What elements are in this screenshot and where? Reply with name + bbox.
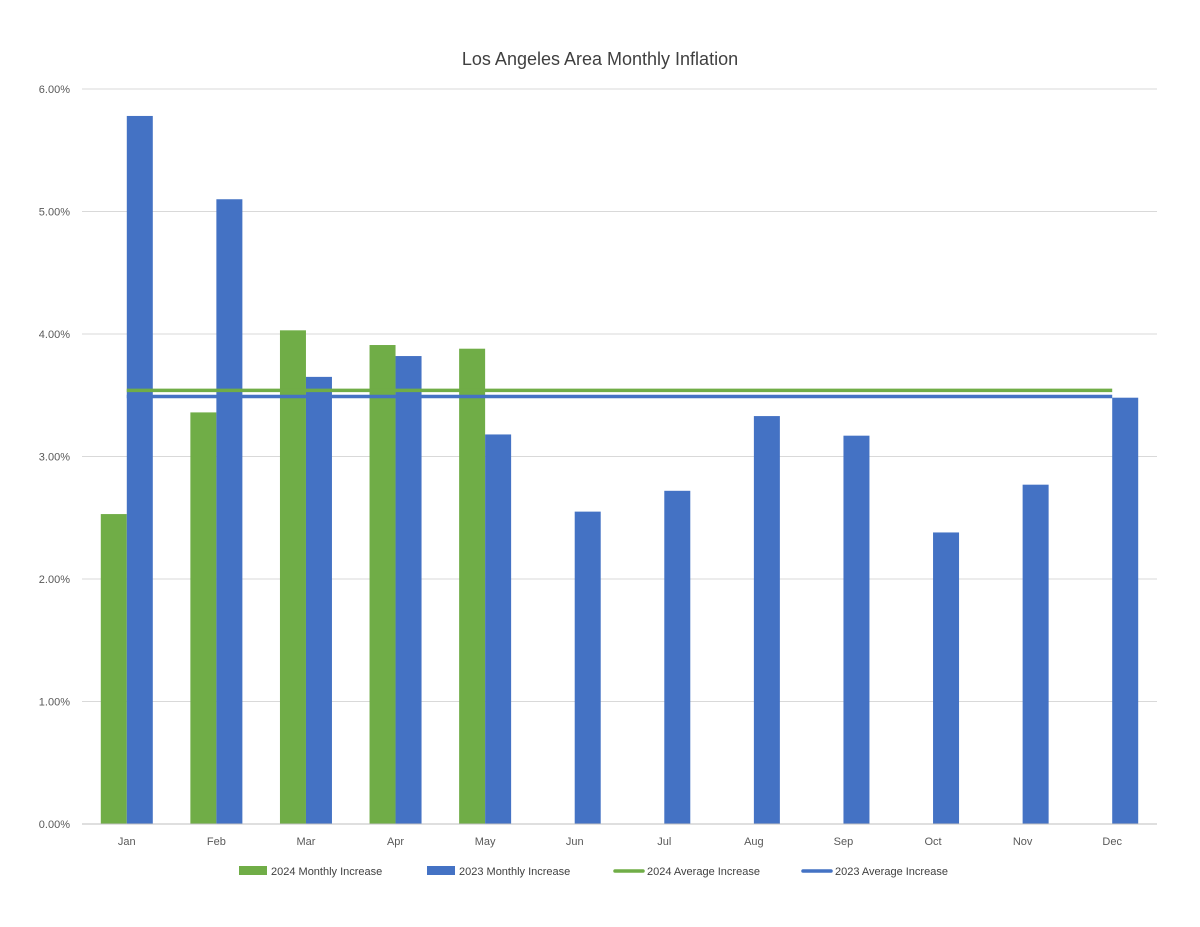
x-tick-label: Nov [1013, 836, 1033, 848]
bar-2024-monthly-increase-feb [190, 412, 217, 824]
bar-2023-monthly-increase-oct [933, 532, 960, 824]
legend-swatch [239, 866, 267, 875]
legend-item-2024-monthly-increase: 2024 Monthly Increase [239, 866, 382, 878]
x-tick-label: Dec [1102, 836, 1122, 848]
bar-2023-monthly-increase-jul [664, 490, 691, 824]
legend-item-2023-average-increase: 2023 Average Increase [801, 866, 948, 878]
grid-layer [82, 88, 1157, 702]
bar-2024-monthly-increase-may [459, 348, 486, 824]
line-layer [126, 388, 1113, 399]
y-tick-label: 2.00% [39, 574, 70, 586]
legend-label: 2023 Average Increase [835, 866, 948, 878]
bar-2023-monthly-increase-aug [753, 416, 780, 824]
y-tick-label: 3.00% [39, 452, 70, 464]
x-tick-label: Oct [924, 836, 941, 848]
legend-swatch [427, 866, 455, 875]
bar-2023-monthly-increase-may [485, 434, 512, 824]
legend-item-2023-monthly-increase: 2023 Monthly Increase [427, 866, 570, 878]
bar-2023-monthly-increase-mar [305, 376, 332, 824]
y-tick-label: 1.00% [39, 697, 70, 709]
bar-layer [100, 115, 1139, 824]
bar-2023-monthly-increase-nov [1022, 484, 1049, 824]
chart-title: Los Angeles Area Monthly Inflation [462, 49, 738, 69]
x-tick-label: Aug [744, 836, 764, 848]
x-tick-label: Feb [207, 836, 226, 848]
legend-label: 2024 Average Increase [647, 866, 760, 878]
y-tick-label: 6.00% [39, 84, 70, 96]
bar-2024-monthly-increase-apr [369, 345, 396, 824]
y-tick-label: 5.00% [39, 207, 70, 219]
x-tick-label: Jun [566, 836, 584, 848]
bar-2023-monthly-increase-jan [126, 115, 153, 824]
legend: 2024 Monthly Increase 2023 Monthly Increa… [239, 866, 948, 878]
x-tick-label: Jul [657, 836, 671, 848]
bar-2024-monthly-increase-jan [100, 514, 127, 824]
y-tick-label: 0.00% [39, 819, 70, 831]
bar-2023-monthly-increase-sep [843, 435, 870, 824]
x-tick-label: Mar [296, 836, 315, 848]
bar-2023-monthly-increase-dec [1112, 397, 1139, 824]
y-tick-label: 4.00% [39, 329, 70, 341]
bar-2023-monthly-increase-apr [395, 356, 422, 824]
axis-layer: 0.00% 1.00% 2.00% 3.00% 4.00% 5.00% 6.00% Jan Fe… [39, 84, 1157, 848]
x-tick-label: Apr [387, 836, 404, 848]
x-tick-label: May [475, 836, 496, 848]
legend-item-2024-average-increase: 2024 Average Increase [613, 866, 760, 878]
x-tick-label: Sep [834, 836, 854, 848]
bar-2023-monthly-increase-jun [574, 511, 601, 824]
x-tick-label: Jan [118, 836, 136, 848]
bar-2023-monthly-increase-feb [216, 199, 243, 824]
legend-label: 2023 Monthly Increase [459, 866, 570, 878]
legend-label: 2024 Monthly Increase [271, 866, 382, 878]
bar-2024-monthly-increase-mar [279, 330, 306, 824]
